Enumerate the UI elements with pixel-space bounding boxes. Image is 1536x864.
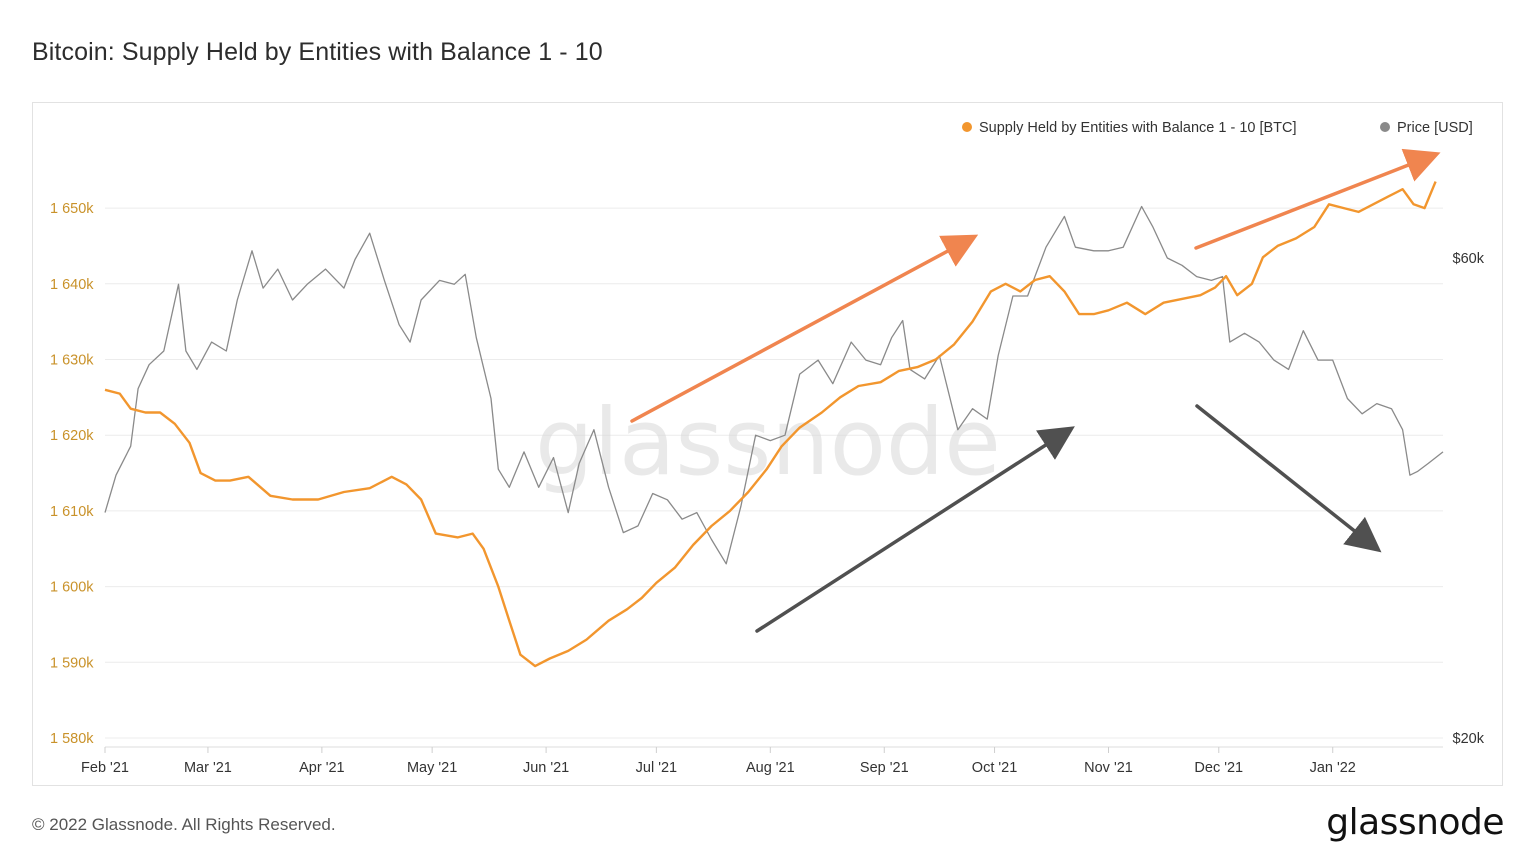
- legend-label-price: Price [USD]: [1397, 120, 1473, 136]
- x-tick-label: Aug '21: [746, 760, 795, 776]
- annotation-arrows: [630, 148, 1441, 633]
- arrow-gray-price-down: [1195, 404, 1382, 553]
- x-tick-label: Jun '21: [523, 760, 569, 776]
- arrow-orange-supply-1: [630, 234, 979, 423]
- legend-swatch-price: [1380, 122, 1390, 132]
- arrow-orange-supply-2: [1194, 148, 1441, 250]
- arrow-gray-price-up: [755, 426, 1075, 633]
- left-tick-label: 1 600k: [50, 580, 94, 596]
- x-tick-label: Nov '21: [1084, 760, 1133, 776]
- right-tick-label: $60k: [1453, 251, 1485, 267]
- x-tick-label: Apr '21: [299, 760, 345, 776]
- left-axis: 1 580k 1 590k 1 600k 1 610k 1 620k 1 630k 1 64…: [50, 201, 94, 747]
- legend: Supply Held by Entities with Balance 1 -…: [962, 120, 1473, 136]
- right-axis: $20k $60k: [1453, 251, 1485, 747]
- x-tick-label: Mar '21: [184, 760, 232, 776]
- x-tick-label: Dec '21: [1194, 760, 1243, 776]
- legend-swatch-supply: [962, 122, 972, 132]
- left-tick-label: 1 580k: [50, 731, 94, 747]
- x-axis: Feb '21 Mar '21 Apr '21 May '21 Jun '21 Jul '…: [81, 747, 1356, 776]
- chart-frame: [32, 102, 1503, 786]
- price-line: [104, 205, 1444, 565]
- left-tick-label: 1 630k: [50, 353, 94, 369]
- legend-label-supply: Supply Held by Entities with Balance 1 -…: [979, 120, 1297, 136]
- left-tick-label: 1 640k: [50, 277, 94, 293]
- x-tick-label: Jan '22: [1310, 760, 1356, 776]
- left-tick-label: 1 650k: [50, 201, 94, 217]
- brand-logo: glassnode: [1326, 802, 1504, 843]
- supply-line: [104, 181, 1437, 668]
- x-tick-label: Feb '21: [81, 760, 129, 776]
- left-tick-label: 1 590k: [50, 655, 94, 671]
- chart-title: Bitcoin: Supply Held by Entities with Ba…: [32, 38, 603, 66]
- x-tick-label: Sep '21: [860, 760, 909, 776]
- x-tick-label: May '21: [407, 760, 457, 776]
- copyright-text: © 2022 Glassnode. All Rights Reserved.: [32, 815, 336, 834]
- watermark-text: glassnode: [535, 389, 1001, 496]
- x-tick-label: Oct '21: [972, 760, 1017, 776]
- x-tick-label: Jul '21: [636, 760, 677, 776]
- series-layer: [104, 181, 1444, 668]
- left-tick-label: 1 610k: [50, 504, 94, 520]
- left-tick-label: 1 620k: [50, 428, 94, 444]
- right-tick-label: $20k: [1453, 731, 1485, 747]
